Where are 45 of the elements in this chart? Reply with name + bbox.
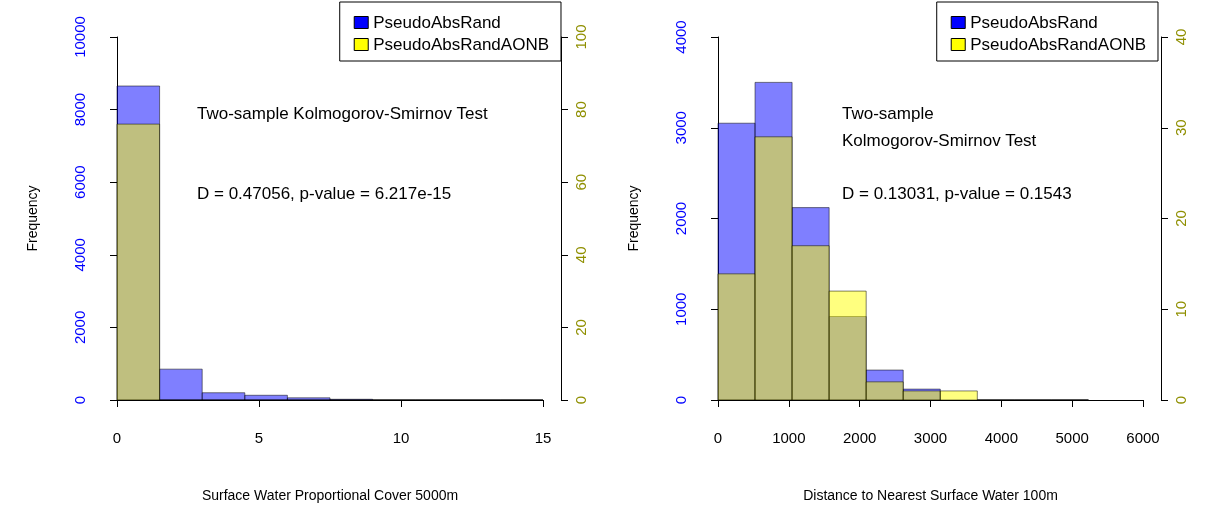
- legend-label: PseudoAbsRandAONB: [970, 35, 1147, 54]
- y2-tick-label: 0: [572, 395, 589, 405]
- x-tick-label: 15: [534, 429, 552, 446]
- x-tick-label: 2000: [842, 429, 877, 446]
- y2-tick-label: 20: [572, 319, 589, 336]
- x-tick-label: 5: [254, 429, 264, 446]
- y-tick-label: 2000: [71, 310, 88, 345]
- y2-tick-label: 20: [1172, 210, 1189, 227]
- y2-tick-label: 10: [1172, 300, 1189, 318]
- y-tick-label: 4000: [672, 20, 689, 54]
- y-tick-label: 6000: [71, 165, 88, 199]
- x-tick-label: 1000: [772, 429, 806, 446]
- x-axis-title: Distance to Nearest Surface Water 100m: [803, 487, 1058, 503]
- y2-tick-label: 60: [572, 173, 589, 191]
- y-tick-label: 4000: [71, 238, 88, 272]
- x-tick-label: 0: [112, 429, 122, 446]
- x-tick-label: 0: [713, 429, 723, 446]
- y-axis-title: Frequency: [24, 185, 40, 252]
- y2-tick-label: 30: [1172, 119, 1189, 137]
- y-tick-label: 1000: [672, 292, 689, 326]
- legend-label: PseudoAbsRandAONB: [373, 35, 550, 54]
- x-tick-label: 10: [392, 429, 410, 446]
- annotation: Two-sample Kolmogorov-Smirnov Test: [197, 104, 488, 123]
- x-tick-label: 6000: [1126, 429, 1160, 446]
- y-tick-label: 3000: [672, 111, 689, 145]
- annotation: Two-sample Kolmogorov-Smirnov Test: [842, 104, 1037, 150]
- annotation: D = 0.13031, p-value = 0.1543: [842, 184, 1072, 203]
- x-tick-label: 4000: [984, 429, 1019, 446]
- y-tick-label: 10000: [71, 16, 88, 58]
- legend-label: PseudoAbsRand: [970, 13, 1098, 32]
- annotation: D = 0.47056, p-value = 6.217e-15: [197, 184, 452, 203]
- legend-label: PseudoAbsRand: [373, 13, 501, 32]
- y2-tick-label: 0: [1172, 395, 1189, 405]
- y2-tick-label: 40: [1172, 28, 1189, 46]
- x-axis-title: Surface Water Proportional Cover 5000m: [201, 487, 459, 503]
- x-tick-label: 5000: [1055, 429, 1089, 446]
- y-tick-label: 0: [71, 395, 88, 405]
- x-tick-label: 3000: [913, 429, 948, 446]
- y2-tick-label: 80: [572, 101, 589, 118]
- y-tick-label: 8000: [71, 92, 88, 127]
- y2-tick-label: 40: [572, 246, 589, 264]
- y2-tick-label: 100: [572, 24, 589, 50]
- y-tick-label: 0: [672, 395, 689, 405]
- y-axis-title: Frequency: [625, 185, 641, 252]
- y-tick-label: 2000: [672, 201, 689, 236]
